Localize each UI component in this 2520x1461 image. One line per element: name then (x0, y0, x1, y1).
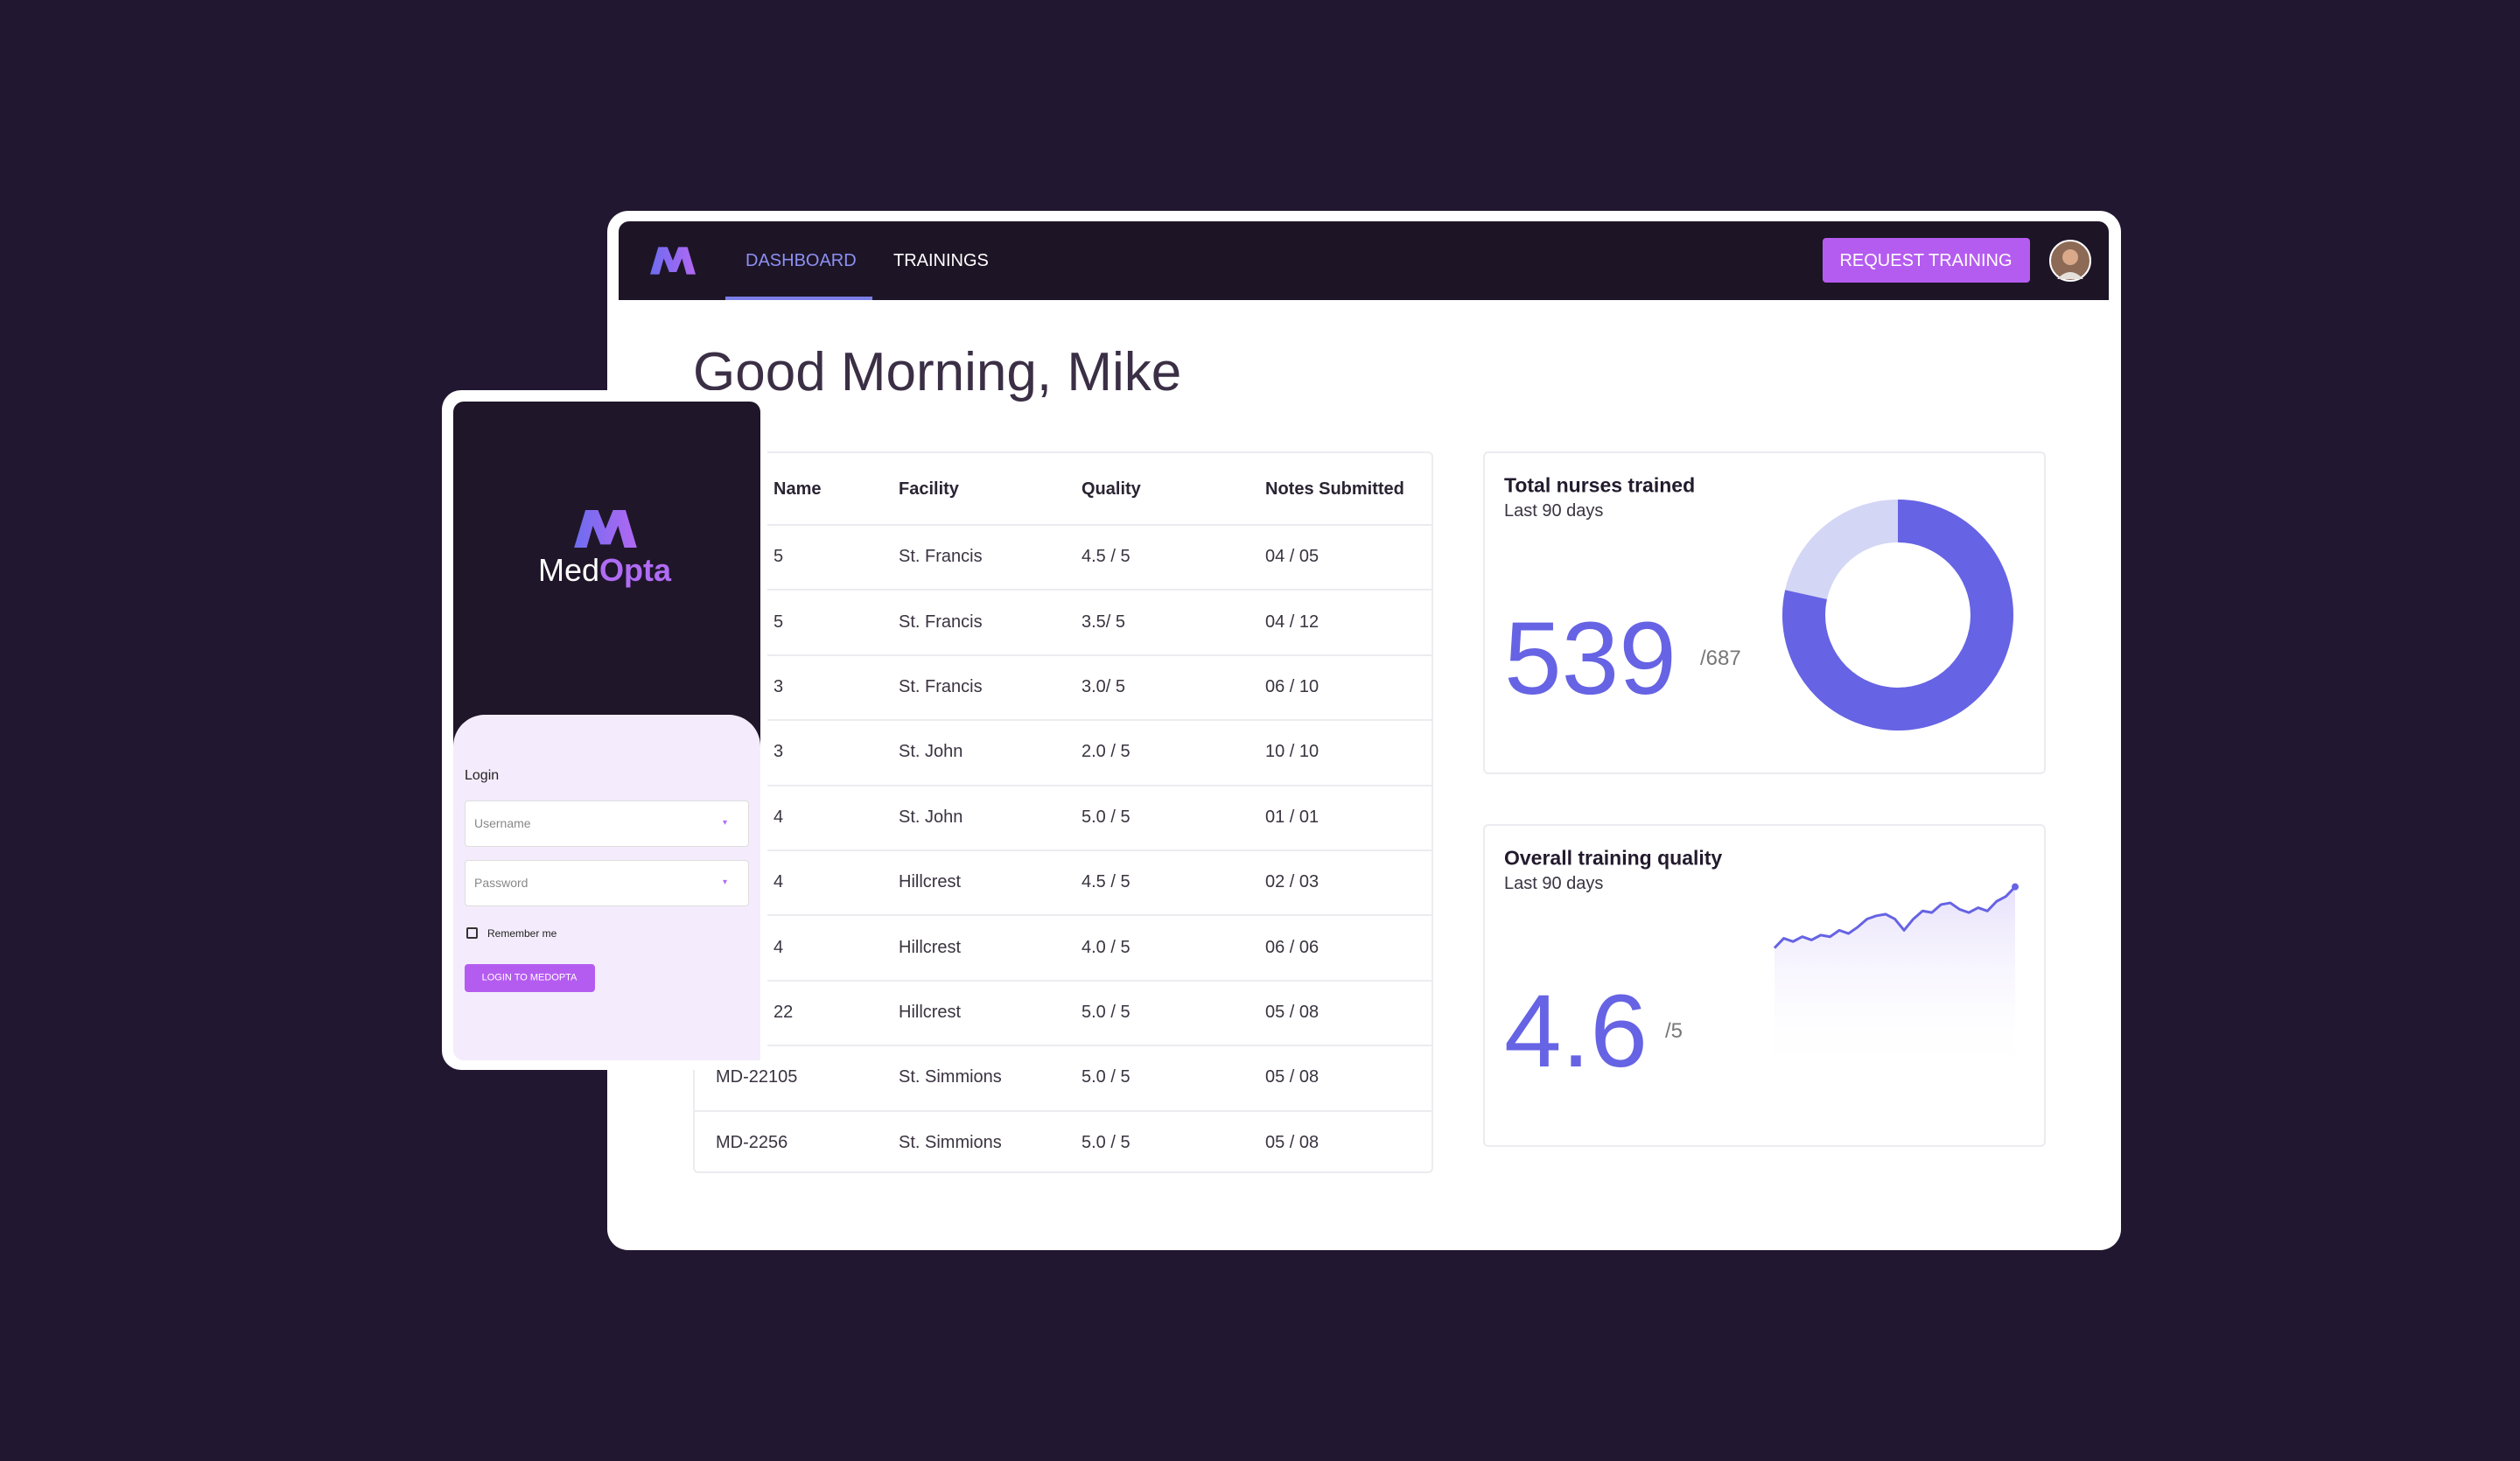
table-cell: St. John (899, 742, 963, 762)
login-header (453, 402, 760, 751)
card-value: 539 (1504, 601, 1676, 717)
table-cell: 5.0 / 5 (1082, 1003, 1130, 1022)
greeting: Good Morning, Mike (693, 342, 1182, 402)
table-cell: 5.0 / 5 (1082, 1132, 1130, 1152)
caret: ▾ (723, 818, 728, 828)
table-cell: Hillcrest (899, 1003, 962, 1022)
login-button[interactable] (465, 964, 595, 992)
table-cell: 22 (774, 1003, 794, 1022)
card-total: /5 (1665, 1019, 1684, 1043)
table-cell: MD-2256 (716, 1132, 788, 1152)
table-header: Name (774, 479, 822, 499)
donut-segment (1782, 500, 2013, 730)
nav-underline (725, 297, 872, 300)
table-cell: 4 (774, 937, 784, 957)
table-cell: 06 / 06 (1265, 937, 1320, 957)
row-divider (695, 589, 1432, 591)
table-cell: 4 (774, 807, 784, 827)
card-title: Total nurses trained (1504, 473, 1696, 497)
table-cell: 5 (774, 547, 784, 567)
data-table: Name Facility Quality Notes Submitted 5 St. F… (693, 451, 1433, 1173)
table-cell: 4.5 / 5 (1082, 872, 1130, 892)
username-field[interactable] (465, 800, 749, 847)
row-divider (695, 979, 1432, 982)
table-header: Quality (1082, 479, 1141, 499)
table-cell: 4 (774, 872, 784, 892)
table-cell: 10 / 10 (1265, 742, 1320, 762)
password-field[interactable] (465, 860, 749, 906)
card-subtitle: Last 90 days (1504, 874, 1604, 893)
sparkline-end (2012, 883, 2019, 891)
stat-card (1483, 824, 2046, 1147)
table-cell: Hillcrest (899, 937, 962, 957)
table-cell: 4.5 / 5 (1082, 547, 1130, 567)
card-subtitle: Last 90 days (1504, 501, 1604, 521)
sparkline (1773, 885, 2017, 949)
table-cell: 04 / 05 (1265, 547, 1320, 567)
row-divider (695, 1109, 1432, 1112)
table-cell: MD-22105 (716, 1067, 798, 1087)
stat-card (1483, 451, 2046, 774)
row-divider (695, 784, 1432, 786)
row-divider (695, 654, 1432, 656)
login-title: Login (465, 768, 500, 783)
brand-second: Opta (599, 552, 672, 588)
brand-logo (574, 510, 637, 548)
request-button[interactable] (1823, 238, 2030, 283)
table-cell: 04 / 12 (1265, 612, 1320, 632)
username-placeholder: Username (474, 816, 531, 830)
table-cell: 05 / 08 (1265, 1132, 1320, 1152)
password-placeholder: Password (474, 876, 528, 890)
table-cell: 02 / 03 (1265, 872, 1320, 892)
dashboard-card (607, 211, 2121, 1250)
table-cell: St. John (899, 807, 963, 827)
card-total: /687 (1700, 647, 1741, 670)
table-cell: 05 / 08 (1265, 1003, 1320, 1022)
card-title: Overall training quality (1504, 846, 1723, 870)
brand-name: MedOpta (538, 555, 671, 586)
table-cell: St. Simmions (899, 1132, 1002, 1152)
table-cell: 3 (774, 742, 784, 762)
table-cell: 3.5/ 5 (1082, 612, 1126, 632)
sparkline-area (1774, 886, 2015, 1076)
table-cell: St. Francis (899, 612, 983, 632)
row-divider (695, 524, 1432, 526)
nav-item[interactable]: DASHBOARD (746, 251, 857, 270)
table-header: Facility (899, 479, 959, 499)
row-divider (695, 914, 1432, 917)
table-cell: 4.0 / 5 (1082, 937, 1130, 957)
request-button-label: REQUEST TRAINING (1839, 251, 2012, 270)
table-cell: 2.0 / 5 (1082, 742, 1130, 762)
caret: ▾ (723, 877, 728, 887)
row-divider (695, 1045, 1432, 1047)
table-cell: 5.0 / 5 (1082, 807, 1130, 827)
card-value: 4.6 (1504, 974, 1648, 1089)
nav-logo (650, 247, 696, 275)
nav-item[interactable]: TRAININGS (893, 251, 989, 270)
row-divider (695, 849, 1432, 851)
table-header: Notes Submitted (1265, 479, 1404, 499)
table-cell: 3 (774, 677, 784, 696)
avatar[interactable] (2048, 239, 2092, 283)
table-cell: 3.0/ 5 (1082, 677, 1126, 696)
login-button-label: LOGIN TO MEDOPTA (481, 972, 578, 983)
table-cell: 06 / 10 (1265, 677, 1320, 696)
table-cell: Hillcrest (899, 872, 962, 892)
brand-first: Med (537, 552, 600, 588)
table-cell: 05 / 08 (1265, 1067, 1320, 1087)
table-cell: 5.0 / 5 (1082, 1067, 1130, 1087)
table-cell: St. Francis (899, 677, 983, 696)
remember-checkbox[interactable] (466, 927, 478, 939)
table-cell: St. Francis (899, 547, 983, 567)
table-cell: 01 / 01 (1265, 807, 1320, 827)
table-cell: St. Simmions (899, 1067, 1002, 1087)
table-cell: 5 (774, 612, 784, 632)
row-divider (695, 719, 1432, 722)
remember-label: Remember me (487, 927, 557, 940)
